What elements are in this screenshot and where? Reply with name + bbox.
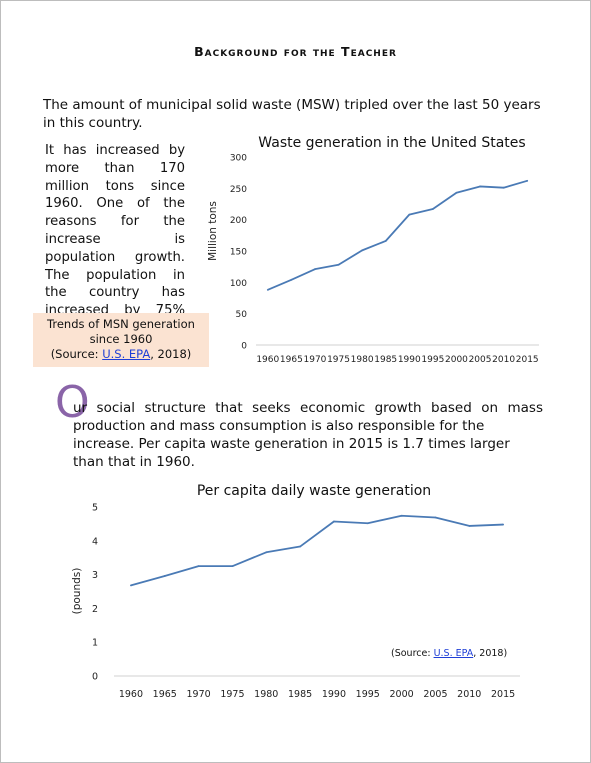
x-tick-label: 1970 <box>186 689 210 700</box>
data-point <box>408 213 411 216</box>
caption-text: Trends of MSN generation since 1960 <box>47 317 195 346</box>
drop-cap-letter: O <box>55 377 90 428</box>
data-point <box>384 240 387 242</box>
y-axis-title: Million tons <box>207 201 219 261</box>
data-point <box>299 545 301 548</box>
data-point <box>431 208 434 210</box>
data-point <box>526 179 529 182</box>
x-tick-label: 1995 <box>421 355 444 365</box>
y-tick-label: 1 <box>92 638 98 649</box>
x-tick-label: 1990 <box>322 689 346 700</box>
data-point <box>361 249 364 252</box>
data-point <box>333 520 335 523</box>
y-axis-title: (pounds) <box>71 568 83 615</box>
data-point <box>231 565 234 568</box>
x-tick-label: 2015 <box>516 355 539 365</box>
data-series-line <box>267 179 528 291</box>
data-point <box>502 523 504 526</box>
x-tick-label: 1970 <box>304 355 327 365</box>
data-point <box>266 288 269 291</box>
epa-source-link[interactable]: U.S. EPA <box>102 347 151 361</box>
y-tick-label: 300 <box>230 154 247 164</box>
x-tick-label: 2010 <box>492 355 515 365</box>
paragraph-first-line: ur social structure that seeks economic … <box>73 400 543 416</box>
x-tick-label: 1960 <box>119 689 143 700</box>
chart-title: Per capita daily waste generation <box>197 483 431 499</box>
y-tick-label: 250 <box>230 185 247 195</box>
data-point <box>314 268 316 271</box>
consumption-paragraph: ur social structure that seeks economic … <box>73 399 543 471</box>
data-point <box>337 263 340 266</box>
y-tick-label: 0 <box>241 342 247 352</box>
x-tick-label: 1960 <box>256 355 279 365</box>
x-tick-label: 1975 <box>220 689 244 700</box>
x-tick-label: 1975 <box>327 355 350 365</box>
x-tick-label: 2005 <box>469 355 492 365</box>
data-point <box>130 584 132 587</box>
x-tick-label: 2010 <box>457 689 481 700</box>
data-point <box>290 278 293 281</box>
source-prefix: (Source: <box>50 347 103 361</box>
x-tick-label: 2005 <box>423 689 447 700</box>
paragraph-rest: production and mass consumption is also … <box>73 418 510 470</box>
x-tick-label: 2000 <box>445 355 468 365</box>
x-tick-label: 1995 <box>356 689 380 700</box>
x-tick-label: 2015 <box>491 689 515 700</box>
x-tick-label: 2000 <box>389 689 413 700</box>
intro-paragraph: The amount of municipal solid waste (MSW… <box>43 97 541 131</box>
x-tick-label: 1990 <box>398 355 421 365</box>
y-tick-label: 200 <box>230 216 247 226</box>
data-point <box>265 551 268 554</box>
source-suffix: , 2018) <box>473 648 508 659</box>
data-point <box>455 191 458 194</box>
data-series-line <box>130 514 504 587</box>
side-paragraph: It has increased by more than 170 millio… <box>45 143 185 336</box>
y-tick-label: 4 <box>92 536 98 547</box>
total-waste-chart: Waste generation in the United States Mil… <box>207 135 539 365</box>
x-tick-label: 1965 <box>280 355 303 365</box>
data-point <box>479 185 481 188</box>
x-tick-label: 1980 <box>254 689 278 700</box>
x-tick-label: 1965 <box>153 689 177 700</box>
chart-caption-box: Trends of MSN generation since 1960 (Sou… <box>33 313 209 367</box>
source-prefix: (Source: <box>391 648 434 659</box>
x-tick-label: 1985 <box>374 355 397 365</box>
y-tick-label: 5 <box>92 503 98 514</box>
data-point <box>400 514 403 517</box>
data-point <box>434 516 437 519</box>
data-point <box>468 525 471 527</box>
per-capita-chart: Per capita daily waste generation (pounds… <box>71 483 520 700</box>
chart-title: Waste generation in the United States <box>258 135 525 151</box>
epa-source-link-2[interactable]: U.S. EPA <box>433 648 474 659</box>
data-point <box>502 186 505 189</box>
data-point <box>163 575 166 577</box>
source-suffix: , 2018) <box>150 347 192 361</box>
y-tick-label: 150 <box>230 248 247 258</box>
y-tick-label: 2 <box>92 604 98 615</box>
y-tick-label: 50 <box>236 310 248 320</box>
caption-source: (Source: U.S. EPA, 2018) <box>33 347 209 362</box>
y-tick-label: 0 <box>92 672 98 683</box>
chart2-source: (Source: U.S. EPA, 2018) <box>391 648 507 659</box>
x-tick-label: 1985 <box>288 689 312 700</box>
y-tick-label: 3 <box>92 570 98 581</box>
x-tick-label: 1980 <box>351 355 374 365</box>
data-point <box>197 565 200 568</box>
page-heading: Background for the Teacher <box>194 44 397 59</box>
y-tick-label: 100 <box>230 279 247 289</box>
data-point <box>366 522 369 525</box>
